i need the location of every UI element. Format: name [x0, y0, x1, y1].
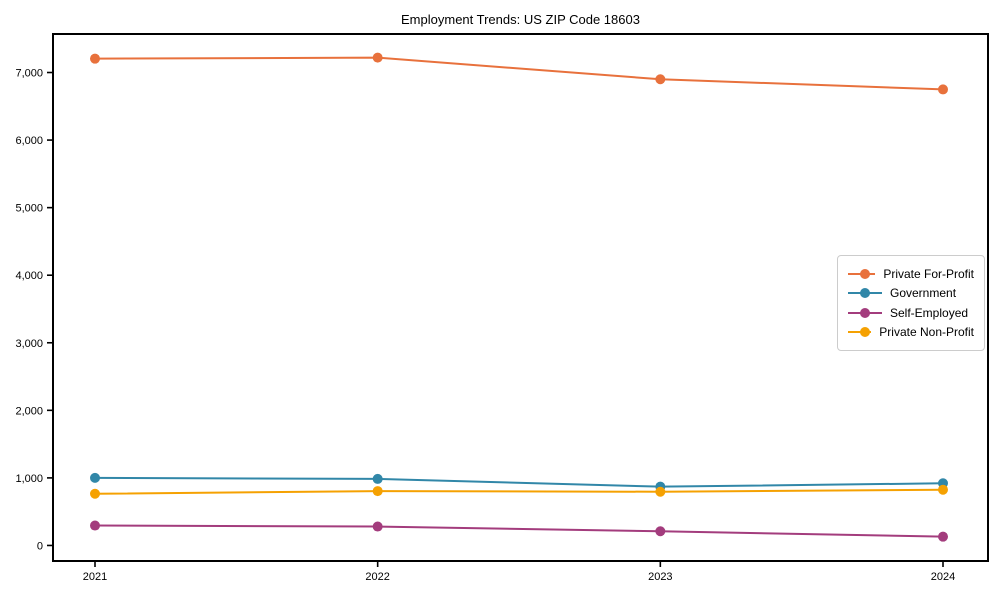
legend-label: Government [890, 286, 957, 301]
plot-frame [52, 33, 989, 562]
y-axis-tick-label: 5,000 [15, 203, 43, 215]
series-line-private-for-profit [94, 56, 944, 91]
data-point-private-for-profit [90, 53, 100, 64]
data-point-self-employed [938, 531, 948, 542]
legend-label: Private Non-Profit [879, 325, 974, 340]
data-point-private-non-profit [372, 486, 383, 497]
legend-label: Private For-Profit [883, 266, 974, 281]
chart-title: Employment Trends: US ZIP Code 18603 [401, 12, 640, 27]
legend: Private For-Profit Government Self-Employe… [837, 255, 985, 351]
legend-item: Private For-Profit [848, 264, 974, 284]
x-axis-tick-label: 2023 [648, 571, 672, 583]
y-axis-tick-label: 7,000 [15, 68, 43, 80]
y-axis-tick-label: 6,000 [15, 135, 43, 147]
y-axis-tick-label: 4,000 [15, 270, 43, 282]
y-axis-tick-label: 3,000 [15, 338, 43, 350]
legend-item: Private Non-Profit [848, 323, 974, 343]
data-point-government [372, 473, 383, 484]
legend-marker-icon [848, 327, 872, 338]
data-point-private-for-profit [655, 74, 666, 85]
data-point-self-employed [655, 526, 666, 537]
legend-marker-icon [848, 288, 882, 299]
data-point-government [90, 472, 100, 483]
y-axis-tick-label: 0 [37, 540, 43, 552]
legend-marker-icon [848, 268, 876, 279]
data-point-private-non-profit [90, 488, 100, 499]
data-point-self-employed [372, 521, 383, 532]
legend-item: Government [848, 284, 974, 304]
legend-label: Self-Employed [890, 305, 969, 320]
data-point-private-non-profit [938, 484, 948, 495]
series-line-self-employed [94, 524, 944, 538]
data-point-private-for-profit [938, 84, 948, 95]
data-point-private-non-profit [655, 486, 666, 497]
legend-item: Self-Employed [848, 303, 974, 323]
series-line-government [94, 476, 944, 488]
x-axis-tick-label: 2022 [365, 571, 389, 583]
data-point-self-employed [90, 520, 100, 531]
x-axis-tick-label: 2024 [931, 571, 955, 583]
y-axis-tick-label: 2,000 [15, 405, 43, 417]
series-line-private-non-profit [94, 488, 944, 495]
legend-marker-icon [848, 307, 882, 318]
data-point-private-for-profit [372, 52, 383, 63]
x-axis-tick-label: 2021 [83, 571, 107, 583]
y-axis-tick-label: 1,000 [15, 473, 43, 485]
